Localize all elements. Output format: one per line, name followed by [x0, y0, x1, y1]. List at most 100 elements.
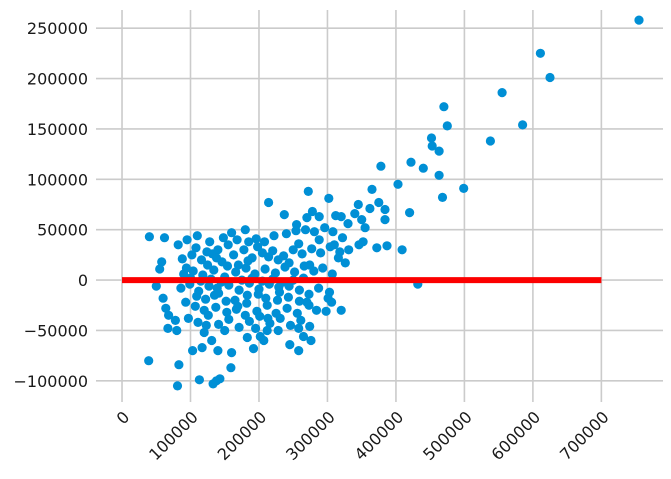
data-point: [382, 241, 392, 251]
data-point: [255, 311, 265, 321]
data-point: [298, 331, 309, 342]
data-point: [288, 245, 298, 255]
data-point: [336, 212, 346, 222]
data-point: [459, 183, 469, 193]
data-point: [221, 296, 231, 306]
data-point: [259, 335, 269, 346]
data-point: [222, 261, 233, 271]
data-point: [233, 301, 243, 311]
data-point: [251, 234, 261, 244]
data-point: [224, 314, 234, 324]
data-point: [304, 300, 314, 310]
data-point: [259, 237, 270, 247]
data-point: [311, 305, 322, 315]
data-point: [155, 264, 165, 274]
data-point: [406, 157, 416, 167]
data-point: [285, 320, 296, 330]
data-point: [290, 267, 300, 277]
data-point: [262, 325, 272, 336]
data-point: [208, 379, 218, 389]
data-point: [261, 293, 271, 303]
data-point: [274, 282, 284, 292]
data-point: [294, 346, 304, 356]
data-point: [151, 281, 161, 291]
data-point: [215, 374, 225, 384]
y-tick-label: 150000: [27, 120, 88, 139]
data-point: [393, 179, 403, 189]
data-point: [157, 257, 167, 267]
data-point: [244, 237, 254, 247]
data-point: [241, 263, 251, 273]
data-point: [222, 307, 232, 317]
data-point: [214, 319, 224, 329]
data-point: [297, 249, 307, 259]
data-point: [285, 340, 295, 350]
data-point: [418, 163, 428, 173]
data-point: [485, 136, 495, 146]
data-point: [188, 346, 198, 356]
data-point: [281, 229, 291, 239]
data-point: [253, 242, 263, 252]
data-point: [294, 323, 304, 333]
data-point: [305, 260, 315, 270]
data-point: [291, 226, 301, 236]
data-point: [300, 225, 311, 235]
data-point: [535, 48, 546, 58]
data-point: [201, 320, 211, 330]
data-point: [314, 283, 324, 293]
data-point: [365, 203, 375, 214]
data-point: [273, 325, 283, 336]
data-point: [360, 223, 370, 233]
data-point: [307, 206, 317, 217]
data-point: [397, 245, 407, 255]
data-point: [303, 186, 313, 196]
data-point: [176, 283, 186, 293]
y-tick-label: 0: [78, 271, 88, 290]
data-point: [353, 199, 363, 210]
data-point: [182, 235, 192, 245]
data-point: [262, 300, 272, 310]
data-point: [159, 233, 170, 243]
data-point: [164, 310, 174, 320]
data-point: [337, 233, 348, 243]
data-point: [231, 267, 241, 277]
data-point: [158, 293, 168, 303]
data-point: [263, 313, 273, 323]
data-point: [354, 240, 364, 250]
data-point: [211, 302, 221, 312]
data-point: [434, 146, 444, 156]
data-point: [271, 308, 281, 318]
data-point: [187, 250, 197, 260]
data-point: [374, 197, 384, 208]
data-point: [314, 212, 324, 222]
y-axis-tick-labels: −100000 −50000 0 50000 100000 150000 200000 250…: [14, 19, 88, 391]
data-point: [328, 227, 338, 237]
data-point: [209, 265, 219, 275]
data-point: [181, 297, 191, 307]
data-point: [202, 247, 212, 257]
data-point: [191, 243, 201, 253]
data-point: [213, 346, 223, 356]
data-point: [183, 313, 193, 323]
data-point: [212, 283, 222, 293]
data-point: [226, 363, 236, 373]
data-point: [321, 306, 331, 316]
data-point: [434, 170, 444, 180]
data-point: [253, 289, 263, 299]
data-point: [227, 228, 237, 238]
data-point: [314, 235, 324, 245]
data-point: [335, 247, 345, 257]
data-point: [439, 102, 449, 112]
data-point: [174, 360, 184, 370]
data-point: [209, 290, 220, 300]
data-point: [372, 243, 382, 253]
data-point: [316, 248, 326, 258]
data-point: [282, 303, 292, 313]
data-point: [296, 315, 306, 325]
data-point: [205, 237, 215, 247]
data-point: [232, 235, 242, 245]
data-point: [324, 193, 334, 203]
y-tick-label: 50000: [37, 221, 88, 240]
data-point: [207, 335, 217, 346]
data-point: [318, 263, 328, 273]
